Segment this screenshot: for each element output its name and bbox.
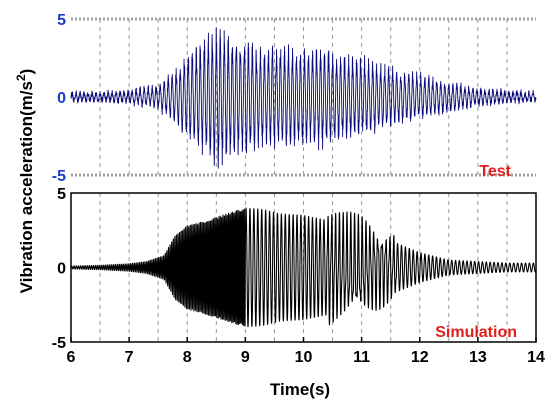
x-tick-label: 12	[411, 349, 429, 366]
x-tick-label: 11	[353, 349, 370, 366]
y-tick-label: -5	[52, 168, 66, 185]
test-panel: 5 0 -5 Test	[52, 12, 537, 185]
y-axis-title-superscript: 2	[14, 74, 28, 81]
test-signal	[70, 27, 537, 169]
y-tick-label: 5	[57, 12, 66, 29]
y-tick-label: -5	[52, 335, 66, 352]
test-series-line	[70, 27, 537, 169]
simulation-series-line	[70, 207, 537, 328]
test-panel-label: Test	[479, 163, 511, 180]
test-grid	[71, 17, 536, 177]
y-tick-label: 0	[57, 90, 66, 107]
x-tick-label: 8	[183, 349, 192, 366]
x-tick-label: 14	[527, 349, 545, 366]
x-tick-label: 10	[295, 349, 313, 366]
y-axis-title-tail: )	[17, 69, 36, 75]
x-tick-label: 6	[67, 349, 76, 366]
simulation-signal	[70, 207, 537, 328]
test-y-ticks: 5 0 -5	[52, 12, 66, 185]
x-tick-label: 9	[241, 349, 250, 366]
x-tick-label: 13	[469, 349, 487, 366]
y-tick-label: 5	[57, 186, 66, 203]
simulation-panel-label: Simulation	[435, 324, 517, 341]
y-axis-title-main: Vibration acceleration(m/s	[17, 81, 36, 293]
x-tick-label: 7	[125, 349, 134, 366]
simulation-panel: 5 0 -5 6 7 8 9 10 11 12 13 14 Simulation	[52, 186, 545, 366]
y-axis-title: Vibration acceleration(m/s2)	[14, 69, 36, 294]
y-tick-label: 0	[57, 261, 66, 278]
simulation-x-ticks: 6 7 8 9 10 11 12 13 14	[67, 337, 545, 366]
simulation-y-ticks: 5 0 -5	[52, 186, 66, 352]
x-axis-title: Time(s)	[270, 380, 330, 399]
